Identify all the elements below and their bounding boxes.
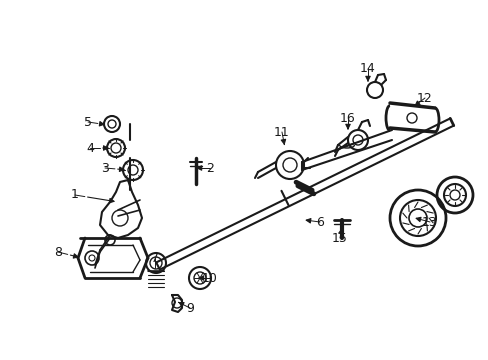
Text: 4: 4 [86, 141, 94, 154]
Text: 10: 10 [202, 271, 218, 284]
Text: 15: 15 [331, 231, 347, 244]
Text: 5: 5 [84, 116, 92, 129]
Text: 1: 1 [71, 189, 79, 202]
Text: 16: 16 [340, 112, 355, 125]
Text: 13: 13 [421, 216, 437, 229]
Text: 7: 7 [151, 252, 159, 265]
Text: 12: 12 [416, 91, 432, 104]
Text: 9: 9 [185, 302, 194, 315]
Text: 11: 11 [274, 126, 289, 139]
Text: 2: 2 [205, 162, 214, 175]
Text: 8: 8 [54, 246, 62, 258]
Text: 14: 14 [359, 62, 375, 75]
Text: 6: 6 [315, 216, 323, 229]
Text: 3: 3 [101, 162, 109, 175]
